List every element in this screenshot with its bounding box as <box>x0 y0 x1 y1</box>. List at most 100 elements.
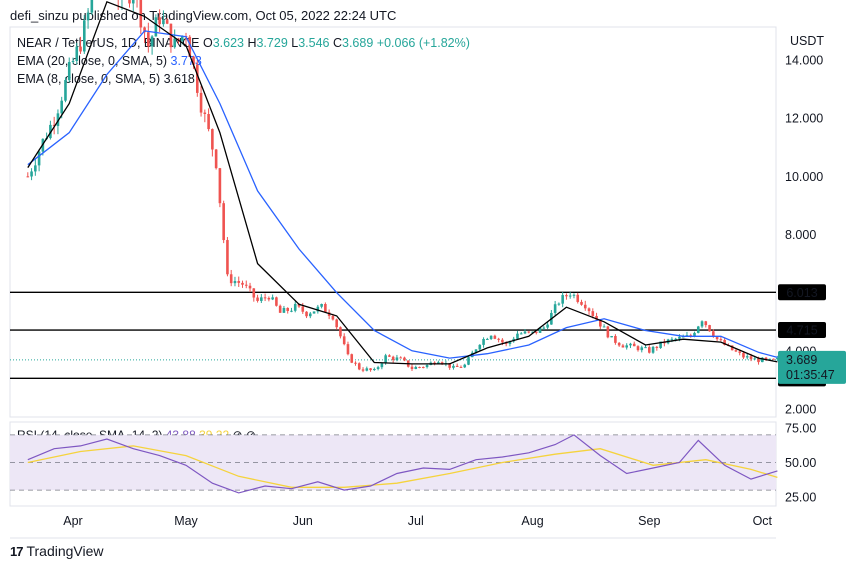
candle-down <box>715 336 719 340</box>
ema8-line <box>27 0 778 365</box>
candle-up <box>414 366 418 370</box>
candle-down <box>636 346 640 351</box>
close-value: 3.689 <box>342 36 374 50</box>
candle-down <box>621 345 625 348</box>
candles <box>26 0 779 373</box>
candle-down <box>614 336 617 343</box>
month-label: Jun <box>293 514 313 528</box>
price-tick: 2.000 <box>785 403 816 417</box>
candle-down <box>26 176 30 178</box>
ema20-label: EMA (20, close, 0, SMA, 5) <box>17 54 168 68</box>
candle-up <box>602 326 606 328</box>
candle-down <box>256 297 259 301</box>
candle-down <box>576 294 580 302</box>
candle-up <box>75 46 79 61</box>
candle-up <box>71 60 75 63</box>
candle-up <box>64 79 67 101</box>
candle-up <box>693 332 696 337</box>
candle-down <box>422 367 425 369</box>
candle-up <box>30 171 33 177</box>
candle-down <box>742 352 745 358</box>
candle-down <box>297 303 301 307</box>
candle-down <box>346 344 350 355</box>
candle-down <box>361 369 365 371</box>
month-label: Aug <box>521 514 543 528</box>
candle-down <box>440 362 444 364</box>
candle-down <box>369 368 372 371</box>
candle-down <box>143 27 146 33</box>
candle-up <box>282 307 286 313</box>
candle-down <box>655 346 659 348</box>
candle-down <box>497 338 500 340</box>
countdown-value: 01:35:47 <box>786 368 835 382</box>
candle-up <box>271 297 274 300</box>
candle-up <box>516 333 519 339</box>
candle-down <box>188 36 192 57</box>
candle-up <box>312 311 316 314</box>
brand-name: TradingView <box>26 543 104 559</box>
candle-down <box>448 363 451 368</box>
candle-down <box>648 347 651 353</box>
candle-up <box>489 335 493 339</box>
candle-up <box>376 367 380 369</box>
month-label: Oct <box>753 514 773 528</box>
candle-up <box>651 346 655 353</box>
candle-up <box>659 341 662 348</box>
tradingview-logo[interactable]: 17 TradingView <box>10 543 104 559</box>
candle-up <box>373 368 376 371</box>
candle-up <box>316 306 320 312</box>
candle-up <box>625 345 628 348</box>
candle-down <box>565 295 568 297</box>
candle-down <box>165 20 169 24</box>
month-label: May <box>174 514 198 528</box>
candle-up <box>320 304 323 307</box>
candle-up <box>309 313 312 317</box>
ema-lines <box>27 0 778 365</box>
candle-up <box>640 347 644 351</box>
ema20-line <box>27 30 778 359</box>
candle-up <box>154 17 158 37</box>
tv-logo-icon: 17 <box>10 543 24 559</box>
price-tick: 12.000 <box>785 112 823 126</box>
candle-down <box>391 356 395 361</box>
candle-down <box>244 284 248 286</box>
candle-up <box>538 327 542 333</box>
candle-up <box>86 12 90 21</box>
candle-up <box>34 165 37 172</box>
candle-down <box>52 124 56 127</box>
candle-up <box>696 326 700 333</box>
low-label: L <box>291 36 299 50</box>
low-value: 3.546 <box>298 36 330 50</box>
candle-up <box>437 362 440 365</box>
candle-down <box>275 297 278 306</box>
candle-up <box>90 0 94 13</box>
time-axis: Apr May Jun Jul Aug Sep Oct <box>63 514 772 528</box>
candle-up <box>380 363 384 368</box>
high-value: 3.729 <box>256 36 288 50</box>
level-tag <box>778 284 826 301</box>
candle-down <box>738 351 741 353</box>
candle-down <box>79 46 82 52</box>
candle-down <box>354 362 357 364</box>
candle-up <box>162 20 165 25</box>
candle-up <box>572 294 576 296</box>
candle-up <box>557 303 561 305</box>
candle-up <box>542 327 546 329</box>
candle-down <box>267 297 271 300</box>
candle-down <box>749 356 753 360</box>
current-price-tag <box>778 350 846 384</box>
rsi-pane <box>10 434 778 494</box>
candle-down <box>207 113 210 130</box>
candle-up <box>674 338 677 340</box>
candle-up <box>644 347 647 349</box>
main-pane-border <box>9 26 777 418</box>
candle-down <box>772 358 775 360</box>
symbol-name: NEAR / TetherUS, 1D, BINANCE <box>17 36 200 50</box>
candle-up <box>56 113 60 127</box>
rsi-tick: 75.00 <box>785 422 816 436</box>
candle-down <box>583 304 587 309</box>
candle-up <box>768 358 772 360</box>
candle-up <box>83 20 86 52</box>
candle-down <box>278 305 282 313</box>
